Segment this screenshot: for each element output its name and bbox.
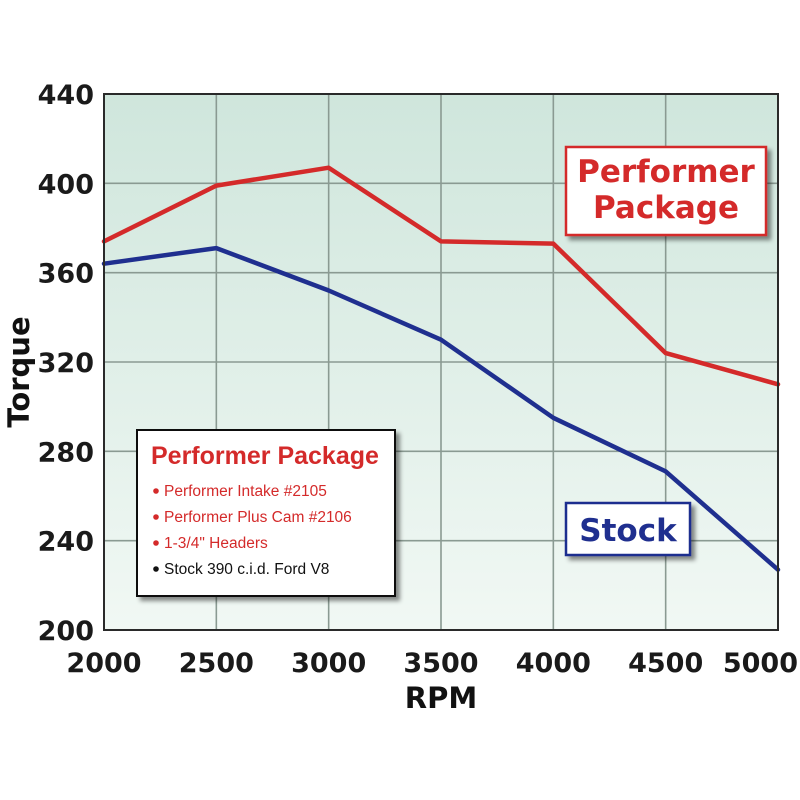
legend-item: Performer Intake #2105 (164, 483, 327, 500)
x-tick-label: 2500 (179, 648, 254, 679)
series-lines (101, 165, 781, 572)
x-tick-label: 2000 (66, 648, 141, 679)
stock-label-text: Stock (579, 513, 678, 549)
legend: Performer Package Performer Intake #2105 P… (136, 429, 396, 597)
legend-item: Stock 390 c.i.d. Ford V8 (164, 561, 329, 578)
legend-item: 1-3/4" Headers (164, 535, 268, 552)
y-tick-label: 360 (38, 259, 94, 290)
legend-item: Performer Plus Cam #2106 (164, 509, 352, 526)
legend-bullet (153, 514, 159, 520)
stock-label-box (564, 501, 692, 557)
y-tick-label: 400 (38, 169, 94, 200)
plot-frame (103, 93, 779, 631)
performer-label-text: Package (593, 190, 739, 226)
y-tick-label: 440 (38, 80, 94, 111)
legend-box (136, 429, 396, 597)
x-axis-title: RPM (405, 681, 477, 715)
x-tick-labels: 2000 2500 3000 3500 4000 4500 5000 (66, 648, 798, 679)
y-tick-label: 240 (38, 527, 94, 558)
legend-bullet (153, 488, 159, 494)
legend-title: Performer Package (151, 442, 379, 470)
x-tick-label: 3000 (291, 648, 366, 679)
x-tick-label: 4000 (516, 648, 591, 679)
y-tick-labels: 200 240 280 320 360 400 440 (38, 80, 94, 647)
legend-bullet (153, 540, 159, 546)
series-line-stock (101, 245, 781, 572)
x-tick-label: 4500 (628, 648, 703, 679)
y-tick-label: 200 (38, 616, 94, 647)
performer-label-box (564, 145, 768, 237)
x-tick-label: 3500 (403, 648, 478, 679)
y-tick-label: 320 (38, 348, 94, 379)
y-axis-title: Torque (2, 316, 36, 427)
series-line-performer-package (101, 165, 781, 387)
x-tick-label: 5000 (723, 648, 798, 679)
legend-bullet (153, 566, 159, 572)
y-tick-label: 280 (38, 437, 94, 468)
performer-label-text: Performer (577, 154, 755, 190)
